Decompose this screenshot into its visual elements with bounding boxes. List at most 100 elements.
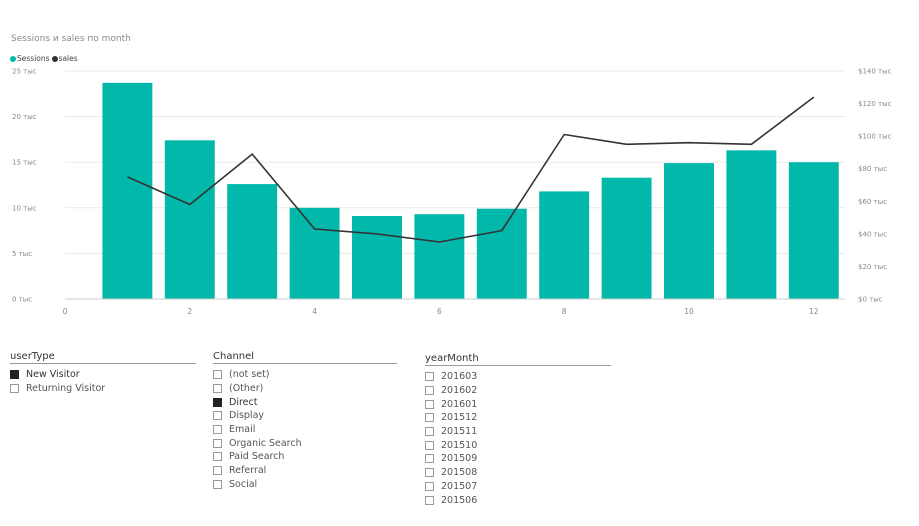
- y-right-tick-label: $60 тыс: [858, 198, 887, 206]
- x-tick-label: 10: [684, 307, 694, 316]
- checkbox-usertype[interactable]: [10, 384, 19, 394]
- slicer-item-label: 201509: [441, 453, 478, 465]
- slicer-item-channel[interactable]: Display: [213, 409, 397, 423]
- slicer-item-channel[interactable]: (Other): [213, 382, 397, 396]
- slicer-item-label: 201603: [441, 371, 478, 383]
- slicer-item-channel[interactable]: Paid Search: [213, 450, 397, 464]
- checkbox-yearmonth[interactable]: [425, 386, 434, 396]
- slicer-item-channel[interactable]: Email: [213, 423, 397, 437]
- bar-sessions: [601, 177, 652, 299]
- slicer-item-label: 201511: [441, 426, 478, 438]
- slicer-item-label: Returning Visitor: [26, 383, 106, 395]
- legend-label-sessions: Sessions: [17, 54, 50, 63]
- slicer-item-yearmonth[interactable]: 201602: [425, 384, 611, 398]
- slicer-items-channel: (not set) (Other) Direct Display Email Organi…: [213, 368, 397, 491]
- checkbox-yearmonth[interactable]: [425, 440, 434, 450]
- y-right-tick-label: $80 тыс: [858, 165, 887, 173]
- slicer-item-channel[interactable]: Referral: [213, 464, 397, 478]
- slicer-item-label: Direct: [229, 396, 258, 408]
- checkbox-yearmonth[interactable]: [425, 399, 434, 409]
- slicer-item-label: 201507: [441, 480, 478, 492]
- slicer-item-yearmonth[interactable]: 201510: [425, 438, 611, 452]
- bar-sessions: [227, 184, 278, 299]
- slicer-item-channel[interactable]: Organic Search: [213, 436, 397, 450]
- checkbox-channel[interactable]: [213, 452, 222, 462]
- checkbox-yearmonth[interactable]: [425, 481, 434, 491]
- checkbox-yearmonth[interactable]: [425, 413, 434, 423]
- slicer-item-yearmonth[interactable]: 201601: [425, 397, 611, 411]
- slicer-item-label: Social: [229, 478, 258, 490]
- slicer-header-usertype: userType: [10, 351, 196, 364]
- slicer-item-label: 201512: [441, 412, 478, 424]
- slicer-item-yearmonth[interactable]: 201512: [425, 411, 611, 425]
- slicer-item-channel[interactable]: Social: [213, 478, 397, 492]
- slicer-yearmonth: yearMonth 201603 201602 201601 201512 201511…: [425, 353, 611, 507]
- checkbox-channel[interactable]: [213, 438, 222, 448]
- slicer-item-label: Display: [229, 410, 265, 422]
- slicer-item-label: Paid Search: [229, 451, 285, 463]
- slicer-item-label: 201602: [441, 385, 478, 397]
- slicer-item-channel[interactable]: (not set): [213, 368, 397, 382]
- line-sales: [127, 96, 815, 243]
- checkbox-yearmonth[interactable]: [425, 468, 434, 478]
- slicer-header-yearmonth: yearMonth: [425, 353, 611, 366]
- slicer-item-label: Referral: [229, 465, 267, 477]
- slicer-item-label: New Visitor: [26, 369, 80, 381]
- y-left-tick-label: 15 тыс: [12, 159, 37, 167]
- slicer-item-label: 201601: [441, 398, 478, 410]
- y-right-tick-label: $100 тыс: [858, 133, 892, 141]
- slicer-item-yearmonth[interactable]: 201507: [425, 480, 611, 494]
- slicer-item-usertype[interactable]: Returning Visitor: [10, 382, 196, 396]
- x-tick-label: 6: [437, 307, 442, 316]
- y-left-tick-label: 20 тыс: [12, 113, 37, 121]
- checkbox-channel[interactable]: [213, 370, 222, 380]
- slicer-item-yearmonth[interactable]: 201506: [425, 493, 611, 507]
- checkbox-yearmonth[interactable]: [425, 372, 434, 382]
- slicer-items-yearmonth: 201603 201602 201601 201512 201511 201510 2015…: [425, 370, 611, 507]
- bar-sessions: [414, 214, 465, 299]
- y-right-tick-label: $20 тыс: [858, 263, 887, 271]
- slicer-item-yearmonth[interactable]: 201509: [425, 452, 611, 466]
- slicer-item-usertype[interactable]: New Visitor: [10, 368, 196, 382]
- bar-sessions: [289, 207, 340, 299]
- slicer-item-channel[interactable]: Direct: [213, 395, 397, 409]
- checkbox-yearmonth[interactable]: [425, 495, 434, 505]
- y-right-tick-label: $40 тыс: [858, 230, 887, 238]
- checkbox-channel[interactable]: [213, 411, 222, 421]
- checkbox-channel[interactable]: [213, 397, 222, 407]
- checkbox-usertype[interactable]: [10, 370, 19, 380]
- slicer-header-channel: Channel: [213, 351, 397, 364]
- y-right-tick-label: $120 тыс: [858, 100, 892, 108]
- slicer-item-label: 201508: [441, 467, 478, 479]
- slicer-items-usertype: New Visitor Returning Visitor: [10, 368, 196, 395]
- slicer-item-yearmonth[interactable]: 201511: [425, 425, 611, 439]
- chart-title: Sessions и sales по month: [11, 34, 131, 44]
- bar-sessions: [788, 162, 839, 299]
- slicer-item-label: Email: [229, 424, 256, 436]
- slicer-item-label: Organic Search: [229, 437, 302, 449]
- bar-sessions: [664, 163, 714, 299]
- checkbox-channel[interactable]: [213, 479, 222, 489]
- legend-label-sales: sales: [58, 54, 78, 63]
- y-left-tick-label: 0 тыс: [12, 296, 32, 304]
- checkbox-channel[interactable]: [213, 425, 222, 435]
- legend-item-sales[interactable]: sales: [51, 54, 78, 63]
- checkbox-yearmonth[interactable]: [425, 454, 434, 464]
- slicer-item-yearmonth[interactable]: 201603: [425, 370, 611, 384]
- checkbox-channel[interactable]: [213, 466, 222, 476]
- combo-chart: 0 тыс 5 тыс 10 тыс 15 тыс 20 тыс 25 тыс $0 тыс…: [12, 68, 892, 317]
- slicer-item-label: 201510: [441, 439, 478, 451]
- chart-legend: Sessions sales: [10, 54, 80, 63]
- slicer-item-label: (Other): [229, 383, 264, 395]
- legend-marker-sales: [51, 55, 58, 62]
- slicer-channel: Channel (not set) (Other) Direct Display Ema…: [213, 351, 397, 491]
- checkbox-channel[interactable]: [213, 384, 222, 394]
- x-tick-label: 4: [312, 307, 317, 316]
- slicer-usertype: userType New Visitor Returning Visitor: [10, 351, 196, 395]
- bar-sessions: [539, 191, 590, 299]
- bar-sessions: [352, 216, 402, 299]
- slicer-item-label: (not set): [229, 369, 270, 381]
- checkbox-yearmonth[interactable]: [425, 427, 434, 437]
- legend-item-sessions[interactable]: Sessions: [10, 54, 50, 63]
- slicer-item-yearmonth[interactable]: 201508: [425, 466, 611, 480]
